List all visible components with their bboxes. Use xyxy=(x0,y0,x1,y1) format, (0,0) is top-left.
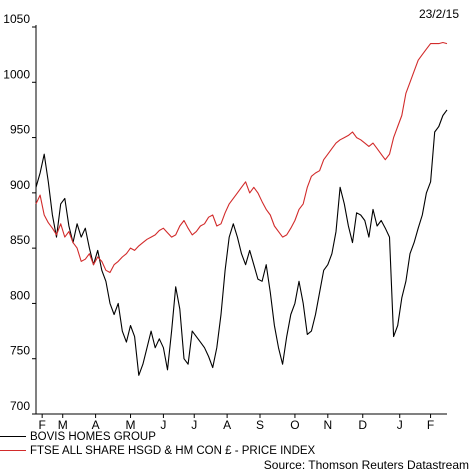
y-tick-label: 1000 xyxy=(3,67,30,81)
series-line-bovis xyxy=(35,109,448,376)
legend-swatch-ftse xyxy=(0,450,26,452)
y-tick-label: 900 xyxy=(10,178,30,192)
y-tick-label: 1050 xyxy=(3,12,30,26)
x-tick-label: N xyxy=(323,418,332,432)
x-tick-label: J xyxy=(160,418,166,432)
x-tick-label: F xyxy=(38,418,45,432)
series-line-ftse xyxy=(35,41,448,274)
x-tick-label: F xyxy=(427,418,434,432)
legend-swatch-bovis xyxy=(0,436,26,438)
source-note: Source: Thomson Reuters Datastream xyxy=(263,458,469,472)
x-tick-label: M xyxy=(126,418,136,432)
chart-series xyxy=(35,41,448,376)
chart-axes xyxy=(35,25,447,415)
x-tick-label: J xyxy=(397,418,403,432)
x-tick-label: A xyxy=(223,418,231,432)
y-tick-label: 800 xyxy=(10,288,30,302)
x-tick-label: A xyxy=(92,418,100,432)
y-tick-label: 750 xyxy=(10,344,30,358)
legend-item-bovis: BOVIS HOMES GROUP xyxy=(0,430,156,444)
y-tick-label: 850 xyxy=(10,233,30,247)
legend-item-ftse: FTSE ALL SHARE HSGD & HM CON £ - PRICE I… xyxy=(0,444,315,458)
y-axis-ticks: 700 750 800 850 900 950 1000 1050 xyxy=(3,12,36,415)
x-tick-label: S xyxy=(256,418,264,432)
x-tick-label: M xyxy=(58,418,68,432)
legend-label-ftse: FTSE ALL SHARE HSGD & HM CON £ - PRICE I… xyxy=(30,445,316,457)
x-tick-label: J xyxy=(191,418,197,432)
y-tick-label: 950 xyxy=(10,123,30,137)
date-label: 23/2/15 xyxy=(418,7,459,21)
x-tick-label: D xyxy=(358,418,367,432)
legend-label-bovis: BOVIS HOMES GROUP xyxy=(30,431,156,443)
x-tick-label: O xyxy=(290,418,299,432)
y-tick-label: 700 xyxy=(10,399,30,413)
